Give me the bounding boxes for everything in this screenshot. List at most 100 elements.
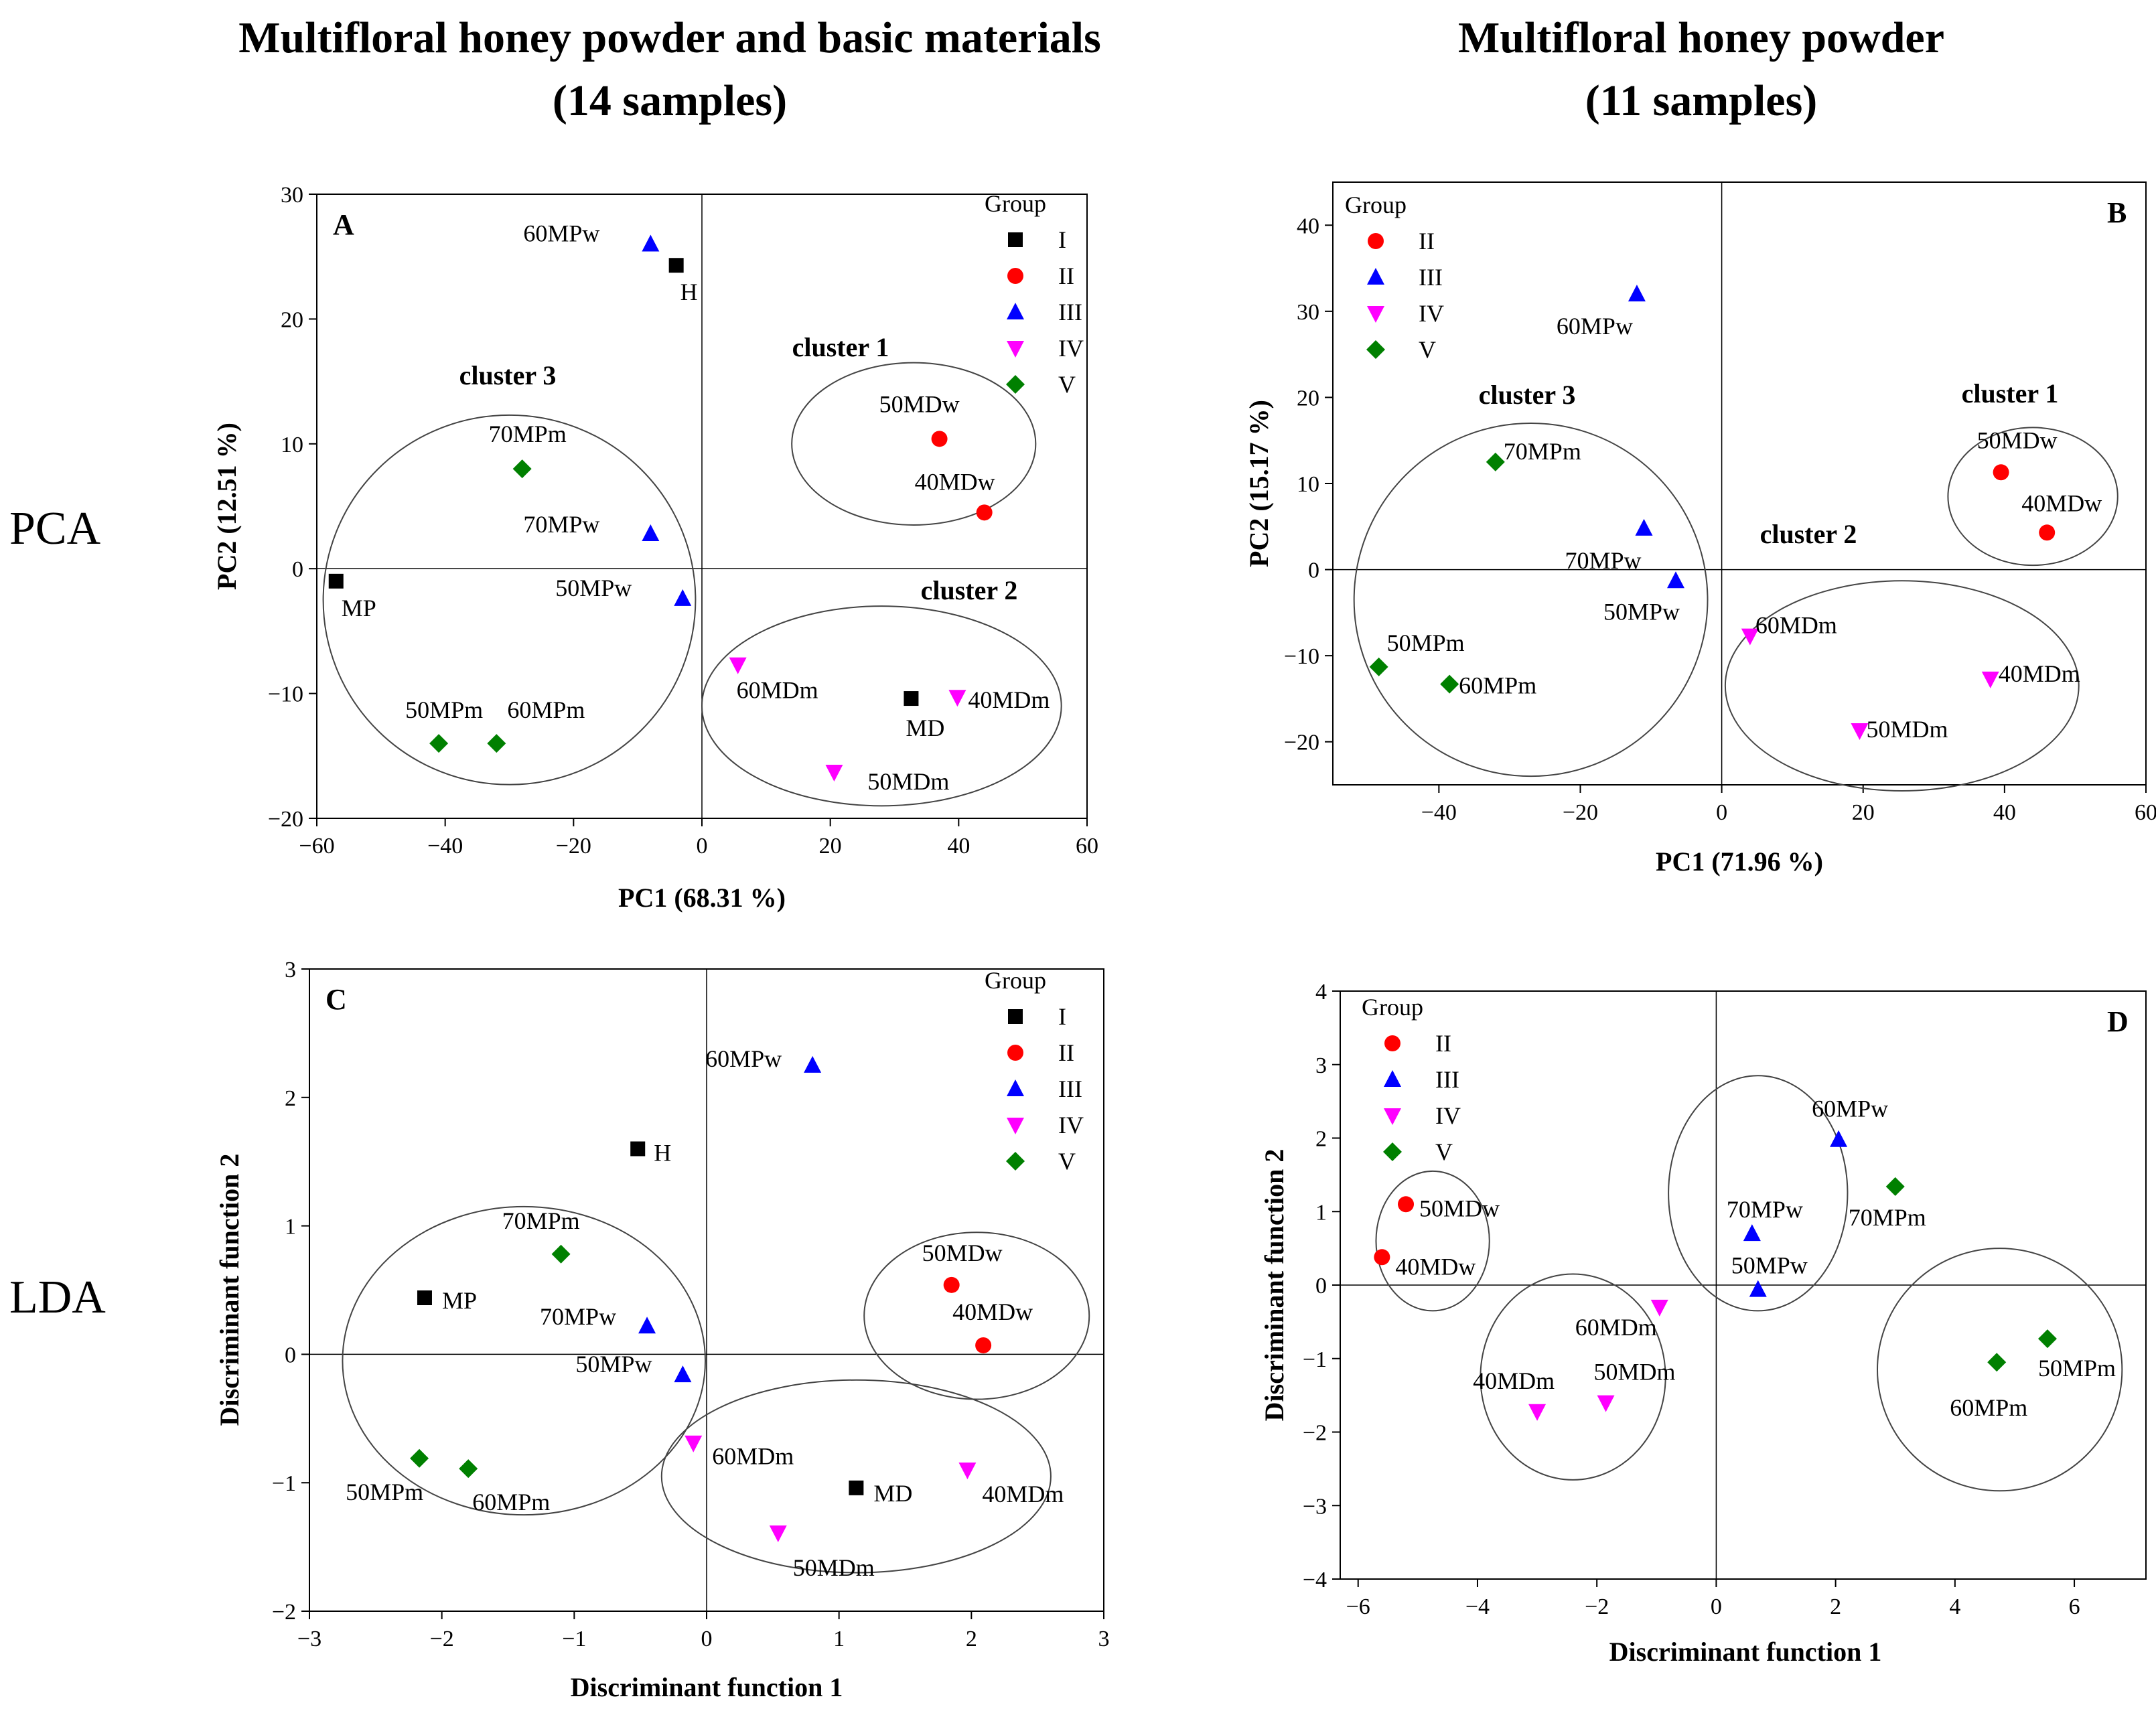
data-point-marker	[1374, 1249, 1390, 1266]
legend-label: II	[1435, 1030, 1451, 1057]
cluster-ellipse	[1353, 423, 1709, 777]
x-tick-label: 0	[1716, 800, 1727, 825]
x-tick-label: 4	[1949, 1594, 1960, 1619]
data-point-marker	[685, 1435, 703, 1452]
data-point-label: 50MDw	[1419, 1195, 1500, 1221]
right-title-line2: (11 samples)	[1585, 76, 1818, 125]
x-tick-label: 40	[1993, 800, 2016, 825]
data-point-label: 70MPw	[540, 1303, 616, 1330]
legend-label: I	[1058, 226, 1066, 253]
data-point-label: MP	[342, 595, 376, 621]
cluster-ellipse	[863, 1231, 1090, 1400]
legend-marker	[1008, 1009, 1023, 1024]
legend-label: I	[1058, 1003, 1066, 1030]
data-point-label: 60MDm	[712, 1443, 794, 1470]
x-tick-label: −60	[299, 834, 334, 858]
x-tick-label: −40	[1421, 800, 1457, 825]
data-point-marker	[1597, 1395, 1615, 1412]
y-tick-label: 0	[292, 557, 303, 582]
cluster-ellipse	[322, 414, 697, 786]
legend-marker	[1007, 1045, 1023, 1061]
panel-letter: B	[2107, 196, 2127, 229]
data-point-marker	[825, 765, 843, 782]
data-point-label: 50MPm	[1387, 629, 1465, 656]
legend-label: II	[1058, 1039, 1074, 1066]
legend-title: Group	[985, 967, 1046, 994]
x-tick-label: 1	[833, 1627, 845, 1651]
data-point-marker	[804, 1055, 822, 1073]
data-point-label: 60MPw	[523, 220, 599, 247]
cluster-ellipse	[1668, 1075, 1849, 1312]
legend-label: III	[1058, 299, 1082, 325]
panel-b: −40 −20 0 20 40 60 −20 −10 0 10 20 30 40 PC1 (71.96 %…	[1244, 181, 2156, 877]
cluster-label: cluster 2	[1760, 519, 1857, 549]
x-axis-label: PC1 (68.31 %)	[618, 883, 786, 913]
legend-label: V	[1435, 1138, 1453, 1165]
data-point-marker	[769, 1525, 787, 1543]
data-point-marker	[729, 657, 747, 674]
legend-marker	[1006, 375, 1025, 394]
x-tick-label: −40	[427, 834, 463, 858]
data-point-label: 70MPw	[1565, 547, 1641, 574]
data-point-label: 60MPm	[1950, 1394, 2027, 1421]
panel-d: −6 −4 −2 0 2 4 6 −4 −3 −2 −1 0 1 2 3 4 Discriminant func…	[1259, 980, 2147, 1667]
data-point-label: 50MPw	[575, 1351, 652, 1377]
legend-label: V	[1058, 1148, 1076, 1175]
data-point-label: 50MDw	[879, 390, 960, 417]
y-tick-label: −3	[1303, 1494, 1327, 1519]
cluster-ellipse	[342, 1205, 707, 1516]
left-title-line1: Multifloral honey powder and basic mater…	[238, 13, 1101, 62]
y-tick-label: 20	[1297, 386, 1319, 410]
data-point-label: H	[654, 1140, 671, 1167]
legend-title: Group	[1362, 994, 1423, 1021]
x-tick-label: −2	[1585, 1594, 1609, 1619]
y-tick-label: −1	[272, 1471, 296, 1496]
data-point-marker	[638, 1317, 656, 1334]
y-axis-label: PC2 (12.51 %)	[212, 423, 242, 590]
y-tick-label: 0	[1308, 558, 1319, 583]
data-point-label: 50MDw	[922, 1240, 1003, 1266]
data-point-marker	[1440, 674, 1459, 694]
legend-marker	[1008, 232, 1023, 247]
legend-label: V	[1419, 336, 1436, 363]
cluster-ellipse	[660, 1379, 1052, 1574]
cluster-label: cluster 1	[1962, 378, 2059, 408]
data-point-label: H	[680, 279, 698, 305]
legend-label: V	[1058, 371, 1076, 398]
y-tick-label: −2	[1303, 1421, 1327, 1446]
data-point-label: 40MDm	[1999, 660, 2080, 687]
data-point-marker	[1486, 452, 1505, 471]
legend-marker	[1007, 268, 1023, 284]
data-point-marker	[1666, 571, 1684, 589]
y-tick-label: 0	[1315, 1274, 1327, 1298]
legend-label: IV	[1419, 300, 1444, 327]
panel-letter: A	[333, 208, 354, 241]
data-point-marker	[1885, 1177, 1905, 1196]
data-point-marker	[642, 234, 660, 252]
data-point-marker	[551, 1244, 571, 1264]
legend-title: Group	[1345, 192, 1407, 218]
legend-label: II	[1419, 228, 1435, 254]
legend-label: II	[1058, 263, 1074, 289]
legend-marker	[1368, 233, 1384, 249]
cluster-label: cluster 2	[921, 575, 1018, 605]
data-point-marker	[1741, 628, 1759, 646]
legend-marker	[1384, 1035, 1400, 1051]
data-point-label: MP	[442, 1287, 477, 1314]
data-point-marker	[2039, 524, 2056, 541]
data-point-marker	[1528, 1404, 1547, 1421]
left-title-line2: (14 samples)	[552, 76, 788, 125]
data-point-marker	[1635, 518, 1653, 536]
cluster-label: cluster 3	[459, 360, 557, 390]
x-tick-label: 20	[819, 834, 842, 858]
y-tick-label: 2	[285, 1086, 296, 1111]
data-point-label: 40MDw	[915, 468, 995, 495]
panel-letter: C	[326, 983, 347, 1016]
legend-marker	[1007, 341, 1024, 358]
data-point-marker	[943, 1276, 960, 1293]
legend-marker	[1383, 1142, 1402, 1161]
data-point-marker	[1830, 1130, 1848, 1147]
legend-marker	[1006, 1152, 1025, 1171]
data-point-marker	[1851, 723, 1869, 740]
data-point-label: 50MPw	[1603, 598, 1680, 625]
